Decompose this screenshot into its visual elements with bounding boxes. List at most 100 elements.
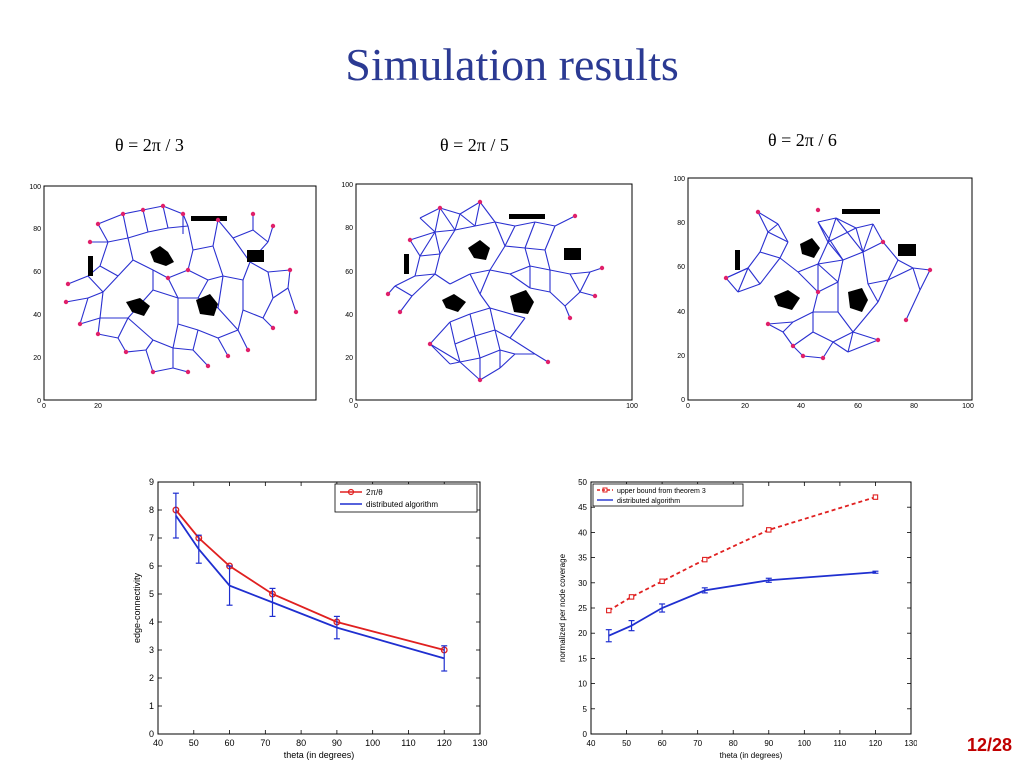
- obstacles: [404, 214, 581, 314]
- data-point: [766, 527, 772, 533]
- obstacles: [735, 209, 916, 312]
- y-tick-label: 10: [578, 680, 587, 689]
- legend-label-1: upper bound from theorem 3: [617, 488, 706, 495]
- network-plot-3: 0 20 40 60 80 100 0 20 40 60 80 100: [673, 176, 974, 410]
- x-tick-label: 120: [869, 739, 883, 748]
- network-edges: [65, 205, 297, 373]
- y-tick: 20: [345, 355, 353, 362]
- y-tick-label: 0: [149, 729, 154, 739]
- x-tick: 0: [42, 403, 46, 408]
- x-tick-label: 130: [904, 739, 917, 748]
- legend: upper bound from theorem 3 distributed a…: [592, 483, 744, 507]
- x-tick-label: 130: [472, 738, 487, 748]
- x-tick: 60: [854, 403, 862, 410]
- y-tick: 80: [33, 226, 41, 233]
- y-tick: 60: [33, 269, 41, 276]
- series-line-1: [175, 509, 445, 651]
- y-tick-label: 5: [149, 589, 154, 599]
- x-tick-label: 50: [189, 738, 199, 748]
- y-tick: 20: [677, 353, 685, 360]
- obstacles: [88, 216, 264, 316]
- x-tick-label: 90: [332, 738, 342, 748]
- x-tick-label: 50: [622, 739, 631, 748]
- y-tick-label: 5: [583, 705, 588, 714]
- network-nodes: [723, 207, 933, 361]
- coverage-chart: 40 50 60 70 80 90 100 110 120 130 0 5 10 15 20 25 30 35 40…: [558, 478, 917, 760]
- x-tick-label: 110: [834, 739, 847, 748]
- x-axis-label: theta (in degrees): [284, 750, 355, 760]
- x-tick: 100: [962, 403, 974, 410]
- y-tick: 80: [345, 225, 353, 232]
- y-tick-label: 15: [578, 654, 587, 663]
- series-line-2: [608, 571, 876, 637]
- x-tick-label: 120: [437, 738, 452, 748]
- network-label-3: θ = 2π / 6: [768, 130, 837, 150]
- y-tick: 100: [673, 176, 685, 183]
- y-tick-label: 2: [149, 673, 154, 683]
- y-tick-label: 50: [578, 478, 587, 487]
- legend-label-2: distributed algorithm: [366, 500, 438, 509]
- network-edges: [725, 211, 931, 359]
- y-tick-labels: 0 20 40 60 80 100: [29, 184, 41, 405]
- data-point: [659, 578, 665, 585]
- y-axis-label: edge-connectivity: [132, 572, 142, 643]
- y-tick: 60: [345, 269, 353, 276]
- page-number: 12/28: [966, 735, 1012, 755]
- x-tick-label: 100: [365, 738, 380, 748]
- network-nodes: [63, 203, 299, 375]
- y-tick-label: 7: [149, 533, 154, 543]
- x-tick-label: 60: [658, 739, 667, 748]
- y-axis-label: normalized per node coverage: [558, 553, 567, 662]
- network-plot-2: 0 20 40 60 80 100 0 100: [341, 182, 638, 408]
- network-nodes: [385, 199, 605, 383]
- y-tick-label: 1: [149, 701, 154, 711]
- y-tick-label: 25: [578, 604, 587, 613]
- chart-frame: [157, 481, 481, 735]
- legend-box: [334, 483, 478, 513]
- y-tick: 40: [33, 312, 41, 319]
- plot-frame: [43, 185, 317, 401]
- legend-box: [592, 483, 744, 507]
- y-tick: 100: [29, 184, 41, 191]
- legend-label-2: distributed algorithm: [617, 498, 680, 505]
- x-tick: 20: [741, 403, 749, 410]
- legend-marker-1: [602, 487, 608, 493]
- y-tick-label: 8: [149, 505, 154, 515]
- y-tick-label: 6: [149, 561, 154, 571]
- plot-frame: [355, 183, 633, 401]
- series-line-1: [608, 496, 876, 612]
- legend-marker-1: [347, 488, 355, 496]
- y-tick-label: 0: [583, 730, 588, 739]
- y-tick: 0: [349, 398, 353, 405]
- x-tick-label: 80: [296, 738, 306, 748]
- x-tick-label: 70: [693, 739, 702, 748]
- y-tick: 40: [345, 312, 353, 319]
- x-tick-label: 80: [729, 739, 738, 748]
- x-tick-label: 100: [798, 739, 812, 748]
- y-tick: 40: [677, 309, 685, 316]
- y-tick: 100: [341, 182, 353, 189]
- x-tick-label: 70: [260, 738, 270, 748]
- network-label-1: θ = 2π / 3: [115, 135, 184, 155]
- y-tick: 80: [677, 220, 685, 227]
- x-tick: 0: [354, 403, 358, 408]
- y-tick-label: 35: [578, 554, 587, 563]
- x-tick-label: 90: [764, 739, 773, 748]
- x-tick: 0: [686, 403, 690, 410]
- x-tick-label: 110: [401, 738, 415, 748]
- x-tick: 80: [910, 403, 918, 410]
- legend-label-1: 2π/θ: [366, 488, 383, 497]
- y-tick-label: 4: [149, 617, 154, 627]
- series-line-2: [175, 515, 445, 660]
- y-tick-label: 40: [578, 528, 587, 537]
- y-tick-label: 3: [149, 645, 154, 655]
- x-tick: 40: [797, 403, 805, 410]
- x-axis-label: theta (in degrees): [720, 751, 783, 760]
- y-tick-label: 30: [578, 579, 587, 588]
- y-tick-label: 20: [578, 629, 587, 638]
- data-point: [628, 594, 635, 600]
- y-tick: 0: [681, 397, 685, 404]
- network-label-2: θ = 2π / 5: [440, 135, 509, 155]
- y-tick: 60: [677, 264, 685, 271]
- x-tick: 20: [94, 403, 102, 408]
